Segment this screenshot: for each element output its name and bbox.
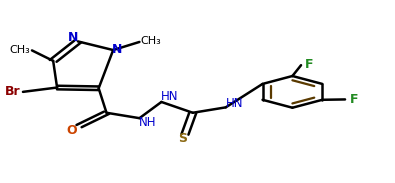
Text: HN: HN	[226, 97, 243, 110]
Text: N: N	[68, 31, 78, 44]
Text: NH: NH	[139, 116, 157, 129]
Text: F: F	[350, 93, 358, 106]
Text: Br: Br	[5, 85, 21, 98]
Text: CH₃: CH₃	[9, 44, 30, 55]
Text: N: N	[112, 43, 122, 56]
Text: CH₃: CH₃	[140, 36, 161, 46]
Text: S: S	[179, 132, 188, 145]
Text: F: F	[305, 58, 313, 71]
Text: HN: HN	[160, 90, 178, 103]
Text: O: O	[67, 124, 77, 137]
